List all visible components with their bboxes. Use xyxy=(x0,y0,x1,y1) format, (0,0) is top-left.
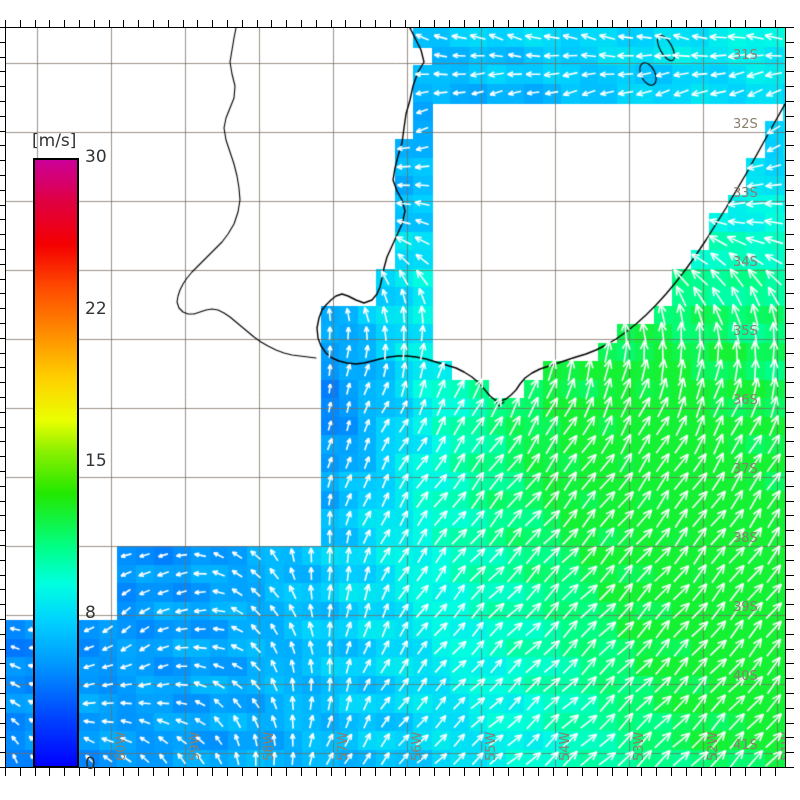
colorbar-legend: [m/s] 30 22 15 8 0 xyxy=(0,0,140,800)
top-axis-ticks xyxy=(5,20,786,27)
map-plot-area[interactable]: 61W60W59W58W57W56W55W54W53W52W51W31S32S3… xyxy=(5,27,786,768)
colorbar-units-label: [m/s] xyxy=(32,131,77,151)
colorbar-tick-22: 22 xyxy=(85,299,107,319)
bottom-axis-ticks xyxy=(5,768,786,776)
colorbar-tick-15: 15 xyxy=(85,451,107,471)
colorbar-tick-8: 8 xyxy=(85,603,96,623)
wind-field-canvas xyxy=(6,28,785,767)
colorbar-tick-0: 0 xyxy=(85,754,96,774)
left-axis-ticks xyxy=(0,27,5,768)
right-axis-ticks xyxy=(786,27,794,768)
colorbar-tick-30: 30 xyxy=(85,147,107,167)
colorbar-gradient xyxy=(33,158,79,768)
